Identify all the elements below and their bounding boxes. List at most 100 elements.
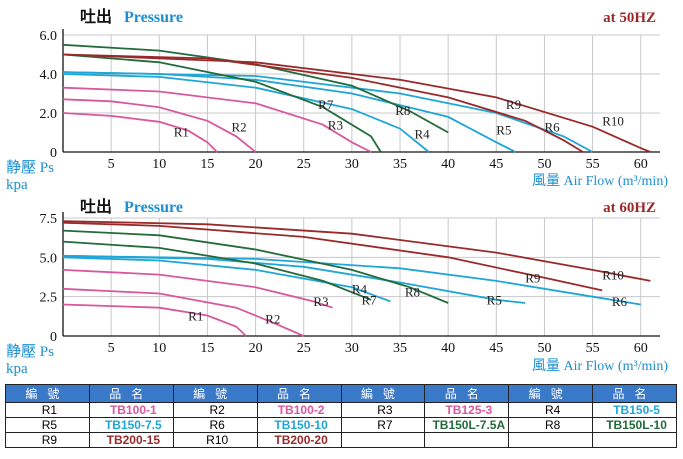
- series-R2-line: [62, 287, 305, 337]
- x-tick-label: 60: [634, 157, 648, 172]
- x-tick-label: 45: [489, 341, 503, 356]
- y-tick-label: 2.0: [40, 107, 58, 122]
- curve-label-R5: R5: [487, 293, 502, 308]
- x-axis-title: 風量 Air Flow (m³/min): [532, 358, 668, 374]
- series-R8-line: [62, 229, 449, 304]
- x-axis-title-cn: 風量: [532, 173, 564, 189]
- y-axis-unit: kpa: [6, 361, 28, 377]
- curve-label-R7: R7: [362, 293, 378, 308]
- curve-label-R6: R6: [612, 294, 628, 309]
- x-tick-label: 20: [249, 157, 263, 172]
- y-tick-label: 0: [50, 146, 57, 161]
- model-code: R3: [340, 402, 426, 418]
- model-name: TB100-1: [88, 402, 174, 418]
- curve-label-R1: R1: [188, 308, 203, 323]
- curve-label-R7: R7: [318, 97, 334, 112]
- x-tick-label: 15: [200, 157, 214, 172]
- series-R7-line: [62, 240, 372, 301]
- frequency-label: at 60HZ: [603, 200, 656, 216]
- x-tick-label: 40: [441, 157, 455, 172]
- curve-label-R3: R3: [313, 294, 328, 309]
- model-name: TB150L-10: [592, 417, 677, 433]
- curve-label-R6: R6: [544, 120, 560, 135]
- series-R10-line: [62, 220, 651, 282]
- x-axis-unit: (m³/min): [618, 174, 668, 189]
- table-row: R1 TB100-1 R2 TB100-2 R3 TB125-3 R4 TB150-5: [5, 402, 677, 418]
- y-axis-unit: kpa: [6, 177, 28, 193]
- curve-label-R4: R4: [352, 282, 368, 297]
- header-code: 編號: [340, 384, 426, 403]
- x-tick-label: 5: [108, 341, 115, 356]
- y-tick-label: 6.0: [40, 29, 58, 44]
- model-code: R10: [172, 432, 258, 448]
- model-table: 編號 品名 編號 品名 編號 品名 編號 品名 R1 TB100-1 R2 TB100…: [5, 384, 677, 448]
- header-name: 品名: [88, 384, 174, 403]
- header-code: 編號: [508, 384, 594, 403]
- series-R3-line: [62, 269, 333, 309]
- series-R9-line: [62, 221, 603, 292]
- chart-title-en: Pressure: [124, 9, 183, 26]
- model-code: R8: [508, 417, 594, 433]
- frequency-label: at 50HZ: [603, 10, 656, 26]
- curve-label-R9: R9: [525, 271, 540, 286]
- model-table-header: 編號 品名 編號 品名 編號 品名 編號 品名: [5, 384, 677, 403]
- chart-1: 0 2.0 4.0 6.0 5 10 15 20 25 30 35 40 45 50 55 60 R1 R2 R3 R…: [6, 7, 668, 193]
- chart-title-cn: 吐出: [80, 197, 112, 216]
- model-code: R1: [5, 402, 90, 418]
- x-tick-label: 35: [393, 157, 407, 172]
- curve-label-R8: R8: [405, 285, 420, 300]
- curve-label-R4: R4: [414, 126, 430, 141]
- series-R8-line: [62, 43, 449, 134]
- series-R7-line: [62, 53, 382, 153]
- header-code: 編號: [172, 384, 258, 403]
- x-axis-unit: (m³/min): [618, 359, 668, 374]
- model-name: TB125-3: [424, 402, 510, 418]
- y-tick-label: 4.0: [40, 68, 58, 83]
- model-table-body: R1 TB100-1 R2 TB100-2 R3 TB125-3 R4 TB150-5 R5 TB…: [5, 402, 677, 448]
- x-tick-label: 30: [345, 157, 359, 172]
- curve-label-R9: R9: [506, 97, 521, 112]
- x-tick-label: 60: [634, 341, 648, 356]
- curve-label-R2: R2: [265, 311, 280, 326]
- x-tick-label: 5: [108, 157, 115, 172]
- curve-label-R5: R5: [496, 122, 511, 137]
- model-code: R2: [172, 402, 258, 418]
- chart-title-cn: 吐出: [80, 7, 112, 26]
- model-name: [424, 432, 510, 448]
- x-tick-label: 50: [537, 341, 551, 356]
- table-row: R9 TB200-15 R10 TB200-20: [5, 432, 677, 448]
- model-code: R4: [508, 402, 594, 418]
- x-tick-label: 35: [393, 341, 407, 356]
- header-code: 編號: [5, 384, 90, 403]
- model-name: TB150-7.5: [88, 417, 174, 433]
- x-axis-title-cn: 風量: [532, 358, 564, 374]
- series-R2-line: [62, 98, 257, 153]
- table-row: R5 TB150-7.5 R6 TB150-10 R7 TB150L-7.5A R8 TB15…: [5, 417, 677, 433]
- series-R9-line: [62, 53, 584, 153]
- x-tick-label: 45: [489, 157, 503, 172]
- model-name: TB150-10: [256, 417, 342, 433]
- y-axis-title: 静壓 Ps: [6, 343, 54, 360]
- curve-label-R10: R10: [602, 114, 624, 129]
- series-R3-line: [62, 86, 372, 153]
- x-axis-title: 風量 Air Flow (m³/min): [532, 173, 668, 189]
- model-name: TB150-5: [592, 402, 677, 418]
- model-code: [508, 432, 594, 448]
- x-tick-label: 10: [152, 157, 166, 172]
- x-tick-label: 40: [441, 341, 455, 356]
- x-tick-label: 55: [586, 341, 600, 356]
- model-name: [592, 432, 677, 448]
- model-name: TB200-15: [88, 432, 174, 448]
- series-R4-line: [62, 73, 430, 153]
- x-axis-title-en: Air Flow: [563, 359, 617, 374]
- series-R10-line: [62, 53, 651, 153]
- series-R4-line: [62, 256, 391, 303]
- model-code: [340, 432, 426, 448]
- y-tick-label: 5.0: [40, 251, 58, 266]
- x-tick-label: 10: [152, 341, 166, 356]
- model-name: TB150L-7.5A: [424, 417, 510, 433]
- y-tick-label: 7.5: [40, 212, 58, 227]
- x-tick-label: 30: [345, 341, 359, 356]
- x-tick-label: 15: [200, 341, 214, 356]
